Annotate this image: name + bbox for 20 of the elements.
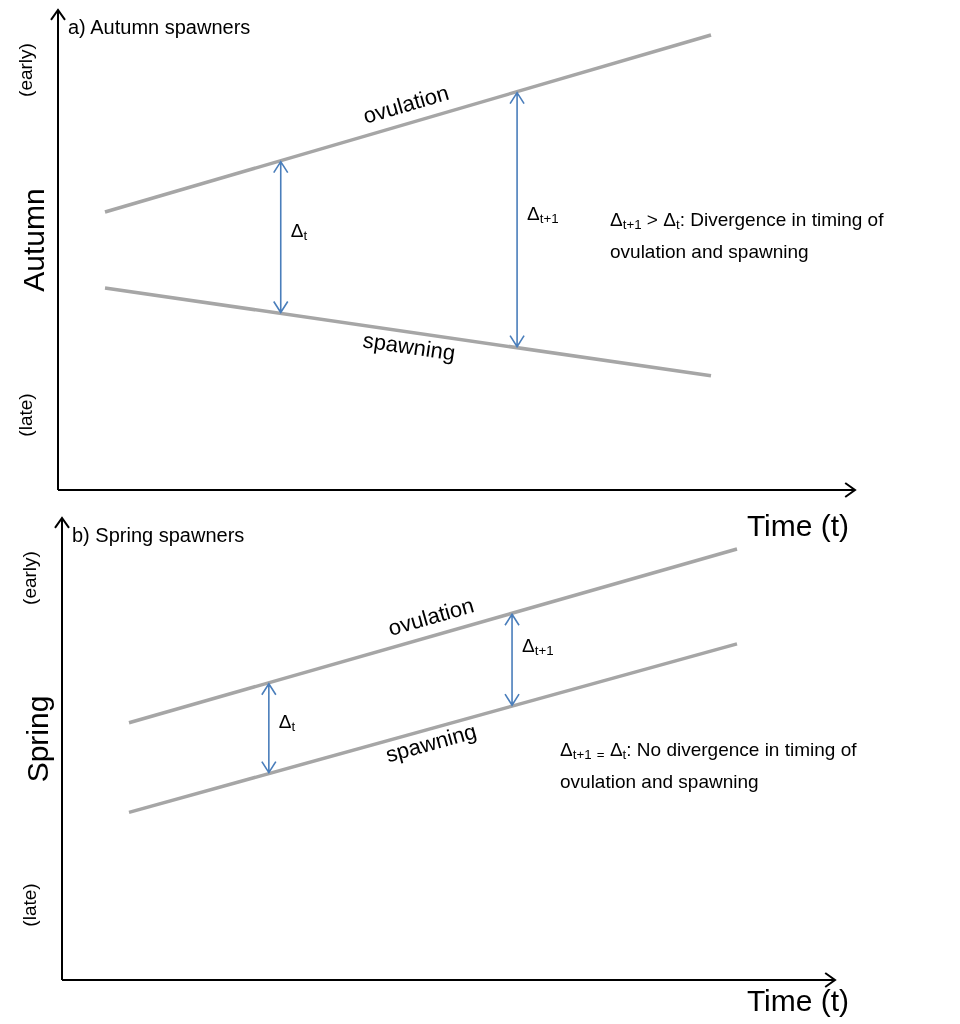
annotation: Δ$_{t}$ [278, 711, 296, 735]
text: (late) [15, 393, 36, 437]
chart-title: a) Autumn spawners [68, 16, 251, 38]
x-axis-title: Time (t) [746, 509, 850, 542]
y-axis-title: Autumn [17, 188, 50, 292]
annotation: Δ$_{t}$ [290, 220, 308, 244]
annotation: Δ$_{t+1}$ [522, 634, 554, 658]
text: spawning [382, 718, 480, 768]
text: spawning [361, 327, 457, 366]
text: (late) [19, 883, 40, 927]
chart-title: b) Spring spawners [72, 524, 245, 546]
text: (early) [15, 43, 36, 97]
text: ovulation [385, 592, 477, 641]
text: (early) [19, 551, 40, 605]
y-axis-title: Spring [21, 695, 54, 783]
annotation: Δ$_{t+1}$ [527, 202, 559, 226]
annotation: Δ$_{t+1}$ $_{=}$ Δ$_{t}$: No divergence in timing of ovulation and spawning [560, 739, 858, 792]
text: ovulation [360, 79, 452, 129]
annotation: Δ$_{t+1}$ > Δ$_{t}$: Divergence in timing of ovulation and spawning [610, 209, 885, 262]
x-axis-title: Time (t) [746, 984, 850, 1017]
